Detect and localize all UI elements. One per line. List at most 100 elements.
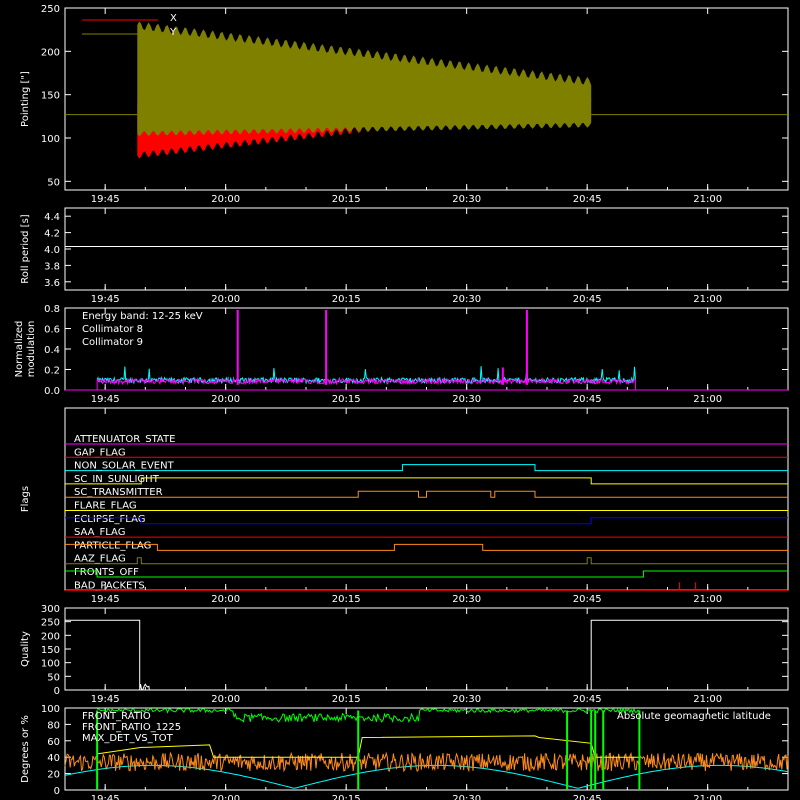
x-tick-label: 20:15 <box>332 394 361 405</box>
y-tick-label: 60 <box>47 737 60 748</box>
x-tick-label: 21:00 <box>693 294 722 305</box>
x-tick-label: 20:00 <box>211 394 240 405</box>
x-tick-label: 19:45 <box>91 694 120 705</box>
y-tick-label: 0 <box>54 686 60 697</box>
y-tick-label: 80 <box>47 720 60 731</box>
y-axis-label: Quality <box>20 631 31 667</box>
y-axis-label: modulation <box>26 321 37 378</box>
x-tick-label: 20:30 <box>452 594 481 605</box>
x-tick-label: 20:15 <box>332 294 361 305</box>
y-tick-label: 20 <box>47 770 60 781</box>
y-tick-label: 150 <box>41 91 60 102</box>
x-tick-label: 19:45 <box>91 294 120 305</box>
x-tick-label: 20:00 <box>211 694 240 705</box>
flag-line <box>65 543 788 551</box>
y-tick-label: 250 <box>41 4 60 15</box>
y-axis-label: Normalized <box>14 321 25 378</box>
x-tick-label: 20:45 <box>573 394 602 405</box>
flag-label: SC_IN_SUNLIGHT <box>74 474 160 485</box>
y-tick-label: 0.0 <box>44 386 60 397</box>
flag-label: FLARE_FLAG <box>74 501 137 512</box>
x-tick-label: 19:45 <box>91 194 120 205</box>
y-axis-label: Degrees or % <box>20 715 31 783</box>
x-tick-label: 19:45 <box>91 394 120 405</box>
x-tick-label: 20:00 <box>211 794 240 800</box>
x-tick-label: 20:45 <box>573 194 602 205</box>
x-tick-label: 21:00 <box>693 194 722 205</box>
flag-label: NON_SOLAR_EVENT <box>74 461 175 472</box>
y-tick-label: 0.4 <box>44 345 60 356</box>
y-tick-label: 250 <box>41 618 60 629</box>
y-tick-label: 3.8 <box>44 261 60 272</box>
legend-collimator-9: Collimator 9 <box>82 337 143 348</box>
series-collimator-9 <box>96 376 636 386</box>
y-tick-label: 100 <box>41 659 60 670</box>
legend-latitude: Absolute geomagnetic latitude <box>617 711 771 722</box>
y-tick-label: 100 <box>41 704 60 715</box>
flag-line <box>65 557 788 565</box>
y-tick-label: 50 <box>47 672 60 683</box>
x-tick-label: 21:00 <box>693 694 722 705</box>
legend-x-label: X <box>170 13 177 24</box>
y-tick-label: 4.4 <box>44 212 60 223</box>
x-tick-label: 20:15 <box>332 594 361 605</box>
y-tick-label: 50 <box>47 177 60 188</box>
series-max-det-vs-tot <box>64 751 789 773</box>
y-axis-label: Pointing ["] <box>20 71 31 127</box>
x-tick-label: 21:00 <box>693 394 722 405</box>
y-axis-label: Roll period [s] <box>20 214 31 283</box>
y-tick-label: 0.8 <box>44 304 60 315</box>
y-tick-label: 0.2 <box>44 366 60 377</box>
x-tick-label: 20:00 <box>211 594 240 605</box>
y-tick-label: 200 <box>41 47 60 58</box>
flag-label: SAA_FLAG <box>74 527 125 538</box>
legend-y-label: Y <box>169 27 177 38</box>
y-tick-label: 4.0 <box>44 245 60 256</box>
x-tick-label: 20:00 <box>211 194 240 205</box>
flag-label: FRONTS_OFF <box>74 567 139 578</box>
flag-label: AAZ_FLAG <box>74 554 126 565</box>
x-tick-label: 20:00 <box>211 294 240 305</box>
y-tick-label: 4.2 <box>44 229 60 240</box>
series-y-band <box>137 21 592 137</box>
flag-line <box>65 490 788 498</box>
flag-line <box>65 464 788 472</box>
y-tick-label: 0.6 <box>44 325 60 336</box>
legend-front-ratio-1225: FRONT_RATIO_1225 <box>82 722 181 733</box>
y-tick-label: 40 <box>47 753 60 764</box>
x-tick-label: 20:30 <box>452 694 481 705</box>
x-tick-label: 20:30 <box>452 294 481 305</box>
x-tick-label: 20:15 <box>332 194 361 205</box>
x-tick-label: 21:00 <box>693 794 722 800</box>
flag-line <box>65 570 788 578</box>
legend-max-det-vs-tot: MAX_DET_VS_TOT <box>82 733 174 744</box>
y-tick-label: 150 <box>41 645 60 656</box>
flag-label: ATTENUATOR_STATE <box>74 434 175 445</box>
y-tick-label: 100 <box>41 134 60 145</box>
y-tick-label: 3.6 <box>44 278 60 289</box>
x-tick-label: 20:30 <box>452 194 481 205</box>
y-axis-label: Flags <box>20 486 31 512</box>
x-tick-label: 20:30 <box>452 394 481 405</box>
x-tick-label: 20:45 <box>573 794 602 800</box>
x-tick-label: 20:45 <box>573 594 602 605</box>
flag-label: PARTICLE_FLAG <box>74 540 151 551</box>
y-tick-label: 200 <box>41 631 60 642</box>
x-tick-label: 20:45 <box>573 694 602 705</box>
x-tick-label: 20:30 <box>452 794 481 800</box>
flag-label: BAD_PACKETS <box>74 580 145 591</box>
x-tick-label: 21:00 <box>693 594 722 605</box>
x-tick-label: 20:15 <box>332 694 361 705</box>
flag-line <box>65 517 788 525</box>
flag-label: ECLIPSE_FLAG <box>74 514 145 525</box>
legend-energy-band: Energy band: 12-25 keV <box>82 311 203 322</box>
legend-collimator-8: Collimator 8 <box>82 324 143 335</box>
flag-label: GAP_FLAG <box>74 447 126 458</box>
x-tick-label: 19:45 <box>91 594 120 605</box>
flag-line <box>65 477 788 485</box>
series-front-ratio-1225 <box>96 707 640 724</box>
legend-front-ratio: FRONT_RATIO <box>82 711 151 722</box>
y-tick-label: 300 <box>41 604 60 615</box>
